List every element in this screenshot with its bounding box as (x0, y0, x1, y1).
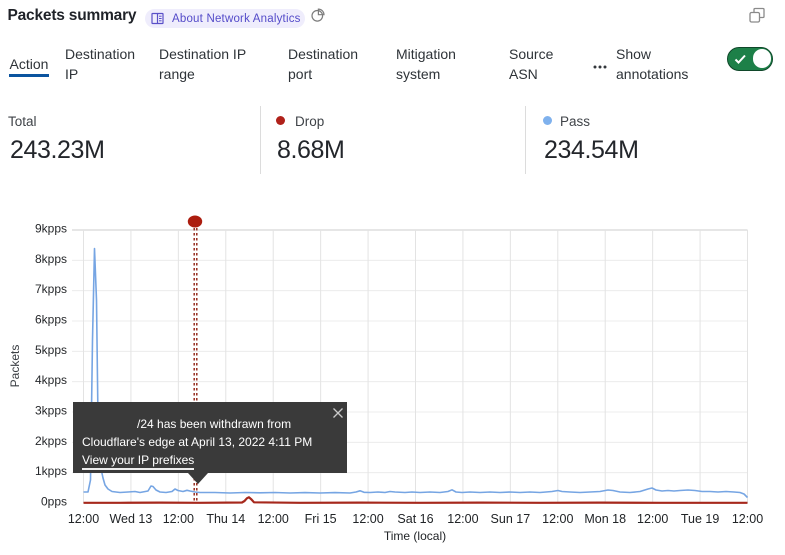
svg-text:12:00: 12:00 (68, 512, 99, 526)
svg-text:9kpps: 9kpps (35, 222, 67, 236)
svg-text:12:00: 12:00 (732, 512, 763, 526)
svg-text:2kpps: 2kpps (35, 434, 67, 448)
svg-text:Thu 14: Thu 14 (206, 512, 245, 526)
svg-text:12:00: 12:00 (542, 512, 573, 526)
svg-text:8kpps: 8kpps (35, 252, 67, 266)
svg-text:12:00: 12:00 (258, 512, 289, 526)
svg-text:Mon 18: Mon 18 (584, 512, 626, 526)
svg-text:0pps: 0pps (41, 495, 67, 509)
svg-text:Time (local): Time (local) (384, 529, 446, 543)
svg-text:1kpps: 1kpps (35, 464, 67, 478)
svg-text:6kpps: 6kpps (35, 313, 67, 327)
svg-text:Wed 13: Wed 13 (109, 512, 152, 526)
svg-text:12:00: 12:00 (163, 512, 194, 526)
svg-text:Tue 19: Tue 19 (681, 512, 720, 526)
svg-text:12:00: 12:00 (447, 512, 478, 526)
svg-text:Sun 17: Sun 17 (491, 512, 531, 526)
svg-text:12:00: 12:00 (637, 512, 668, 526)
svg-text:Fri 15: Fri 15 (305, 512, 337, 526)
svg-text:5kpps: 5kpps (35, 343, 67, 357)
svg-text:3kpps: 3kpps (35, 404, 67, 418)
svg-text:12:00: 12:00 (352, 512, 383, 526)
svg-text:4kpps: 4kpps (35, 373, 67, 387)
svg-text:7kpps: 7kpps (35, 282, 67, 296)
svg-text:Sat 16: Sat 16 (397, 512, 433, 526)
svg-text:Packets: Packets (8, 345, 22, 388)
